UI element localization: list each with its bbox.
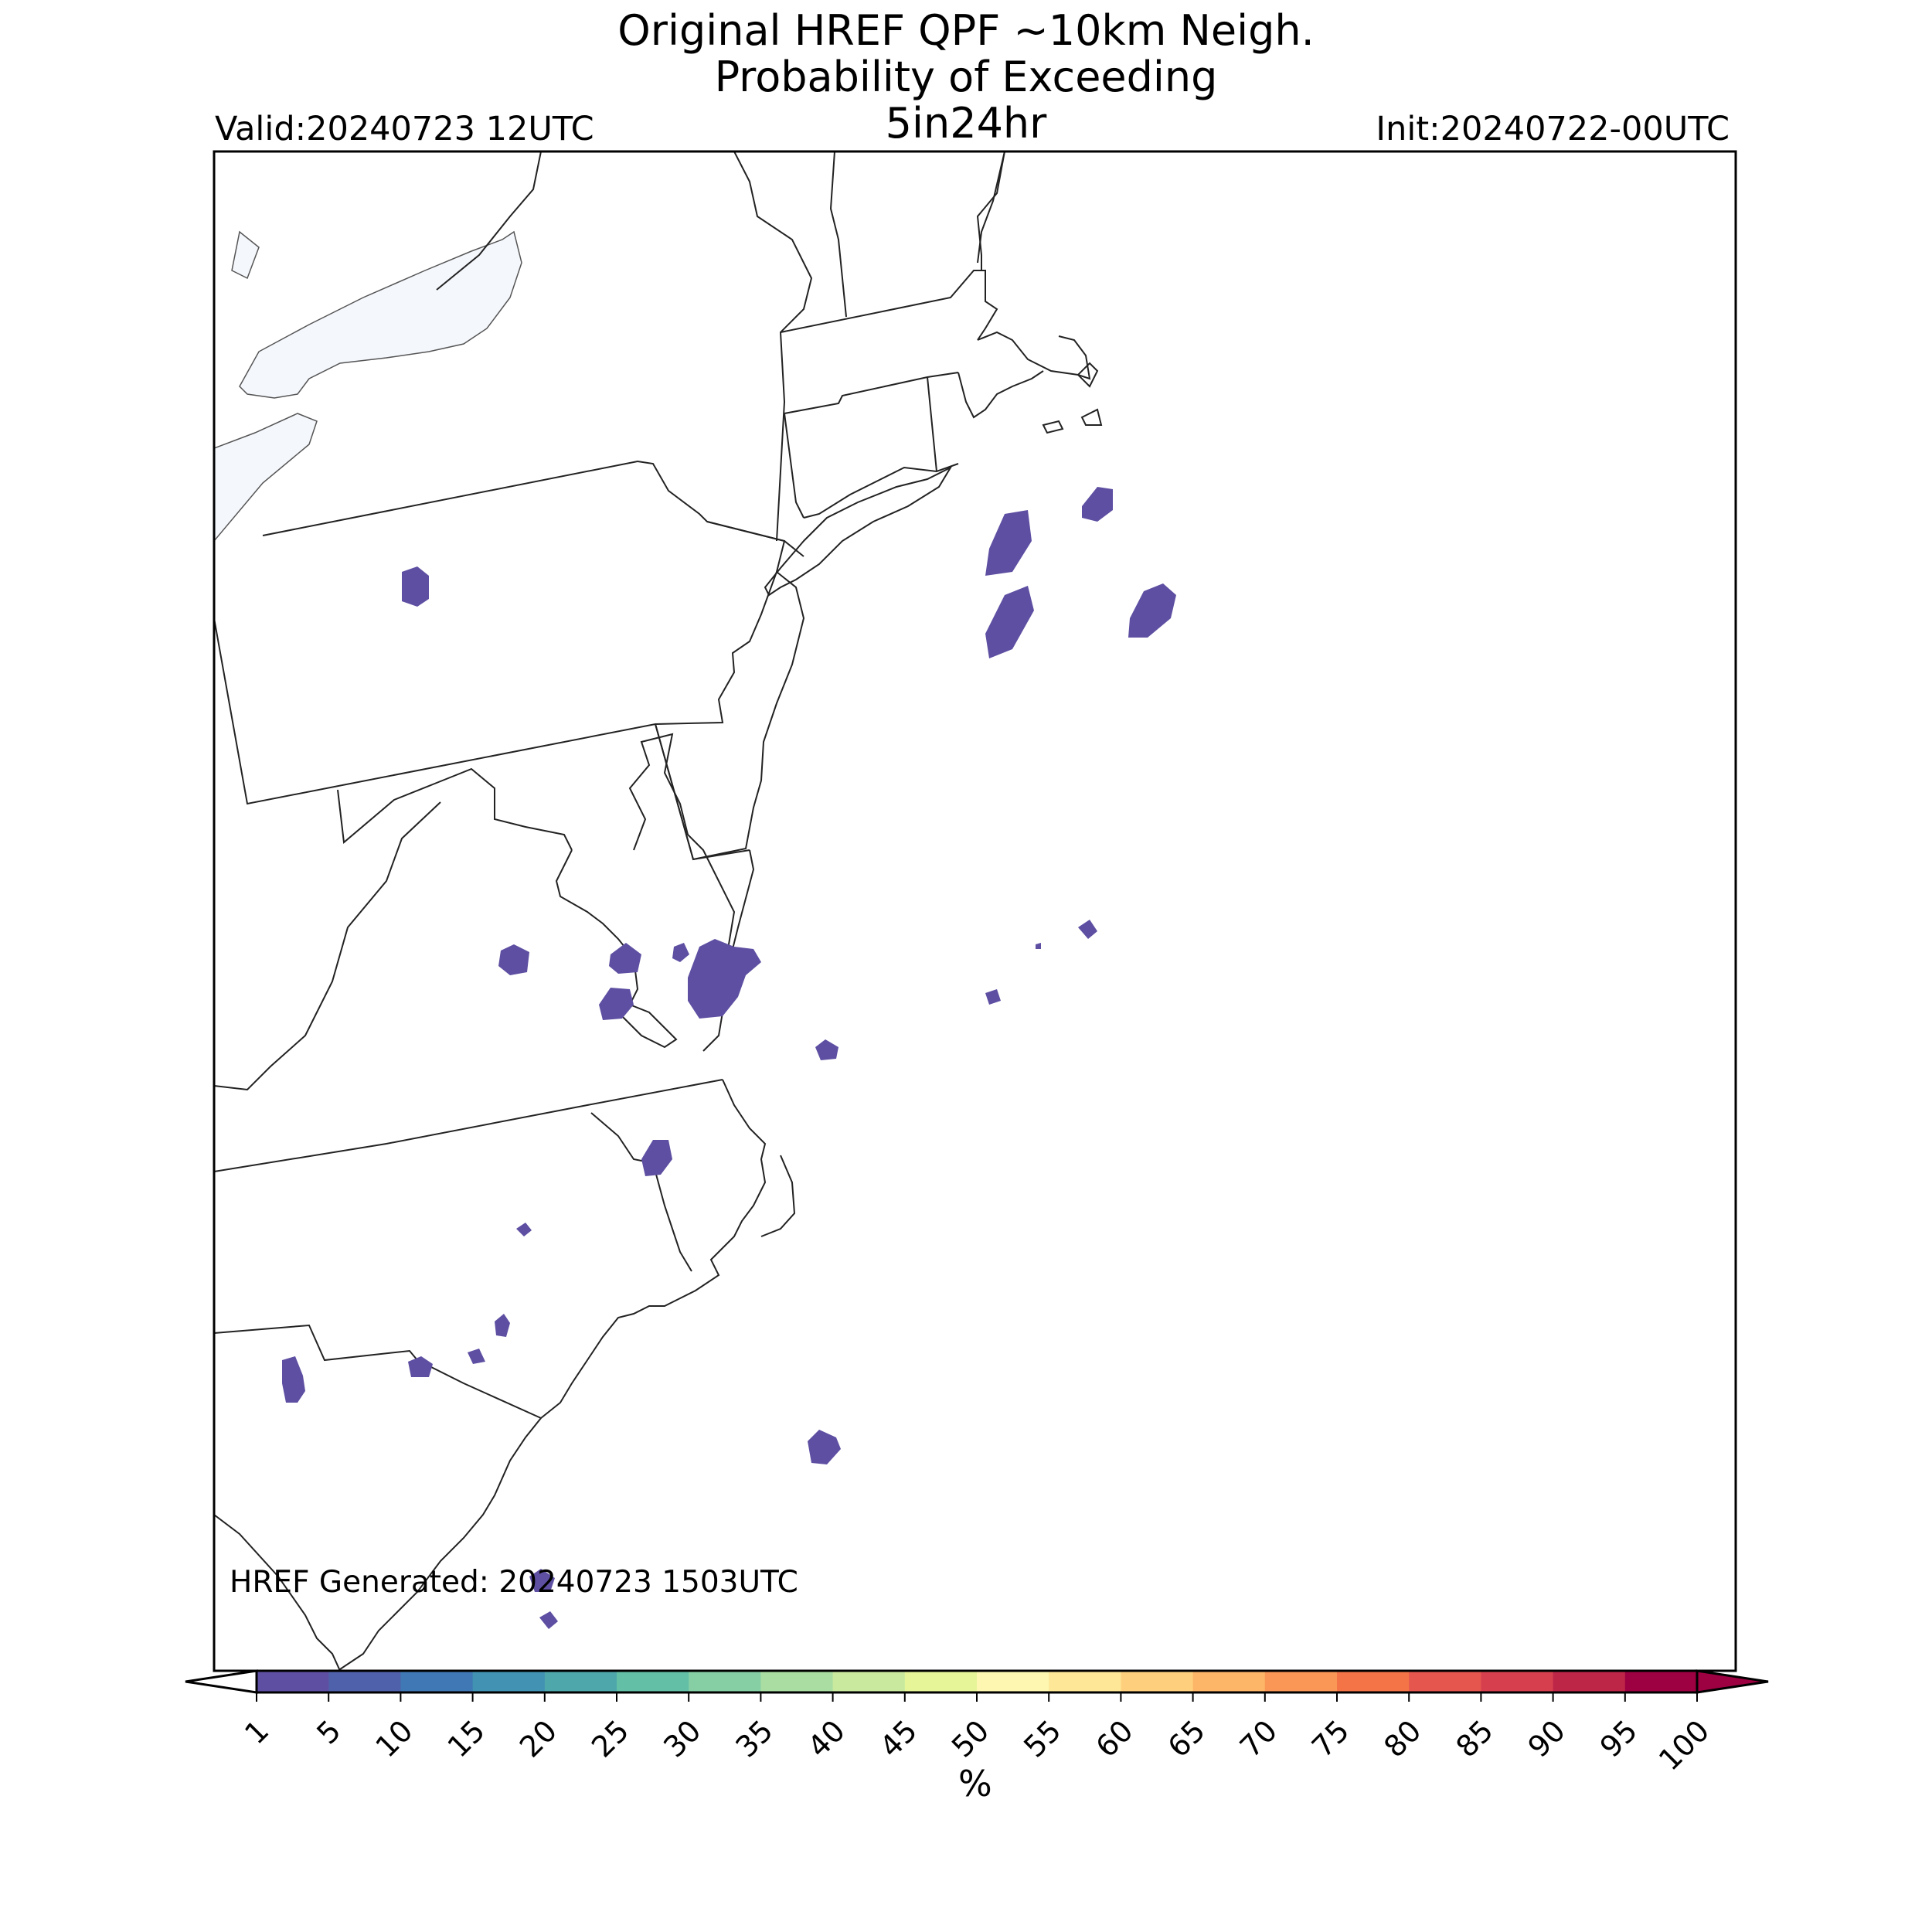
- precip-area: [985, 586, 1034, 658]
- precip-area: [985, 989, 1001, 1005]
- cape-cod: [1077, 362, 1099, 388]
- init-time-label: Init:20240722-00UTC: [1376, 110, 1730, 148]
- precip-area: [1036, 943, 1041, 949]
- chesapeake-west: [555, 849, 678, 1049]
- boundaries: [214, 151, 1103, 1671]
- pa-boundary: [214, 460, 786, 805]
- precip-area: [1078, 920, 1097, 939]
- ri-coast: [957, 370, 1044, 419]
- precip-area: [402, 566, 429, 607]
- precip-area: [808, 1430, 841, 1464]
- generated-timestamp: HREF Generated: 20240723 1503UTC: [230, 1565, 798, 1600]
- precip-area: [495, 1314, 510, 1337]
- nc-sc-line: [214, 1324, 542, 1419]
- colorbar-label: %: [958, 1763, 992, 1804]
- sc-ga-coast: [339, 1417, 542, 1670]
- md-de-line: [655, 723, 750, 861]
- precip-area: [529, 1569, 555, 1592]
- va-wv-line: [337, 767, 573, 851]
- precip-area: [688, 939, 761, 1019]
- threshold-title: 5in24hr: [885, 99, 1047, 148]
- figure-title-line-1: Original HREF QPF ~10km Neigh.: [617, 6, 1315, 55]
- precip-area: [641, 1140, 672, 1176]
- ct-ny-line: [784, 413, 804, 519]
- ma-coast: [977, 331, 1091, 380]
- wv-west: [214, 801, 441, 1091]
- precip-area: [539, 1611, 558, 1629]
- valid-time-label: Valid:20240723 12UTC: [215, 110, 594, 148]
- nc-coast: [540, 1079, 767, 1419]
- va-nc-line: [214, 1079, 723, 1172]
- precip-area: [408, 1356, 433, 1377]
- marthas-vineyard: [1080, 408, 1103, 426]
- precip-area: [1128, 583, 1176, 638]
- me-nh-line: [977, 151, 1005, 264]
- ct-coast: [803, 463, 959, 519]
- nc-inner: [590, 1112, 692, 1272]
- figure-title-line-2: Probability of Exceeding: [714, 53, 1218, 101]
- ct-ri-line: [927, 376, 937, 472]
- precip-probability: [282, 487, 1176, 1629]
- long-island: [764, 465, 953, 597]
- precip-area: [599, 988, 634, 1020]
- ny-north: [436, 151, 542, 291]
- precip-area: [1082, 487, 1113, 522]
- precip-area: [815, 1039, 838, 1060]
- precip-area: [985, 510, 1032, 576]
- precip-area: [516, 1223, 532, 1236]
- lake-ontario: [239, 230, 522, 399]
- ga-line: [214, 1514, 341, 1671]
- finger-lake: [231, 230, 260, 280]
- precip-area: [468, 1349, 485, 1364]
- map-frame: [213, 150, 1737, 1672]
- nj-coast: [655, 571, 805, 861]
- precip-area: [498, 944, 529, 975]
- lake-erie: [214, 413, 318, 543]
- ny-vt-line: [733, 151, 813, 542]
- precip-area: [282, 1356, 305, 1403]
- ma-north: [780, 270, 998, 341]
- ma-ct-line: [784, 372, 959, 414]
- ny-nj-line: [706, 521, 804, 557]
- lakes: [214, 230, 522, 543]
- precip-area: [672, 943, 689, 962]
- nantucket: [1042, 420, 1064, 434]
- vt-nh-line: [829, 151, 847, 318]
- outer-banks: [760, 1155, 796, 1237]
- precip-area: [609, 943, 641, 974]
- gulf-maine-coast: [976, 151, 1005, 270]
